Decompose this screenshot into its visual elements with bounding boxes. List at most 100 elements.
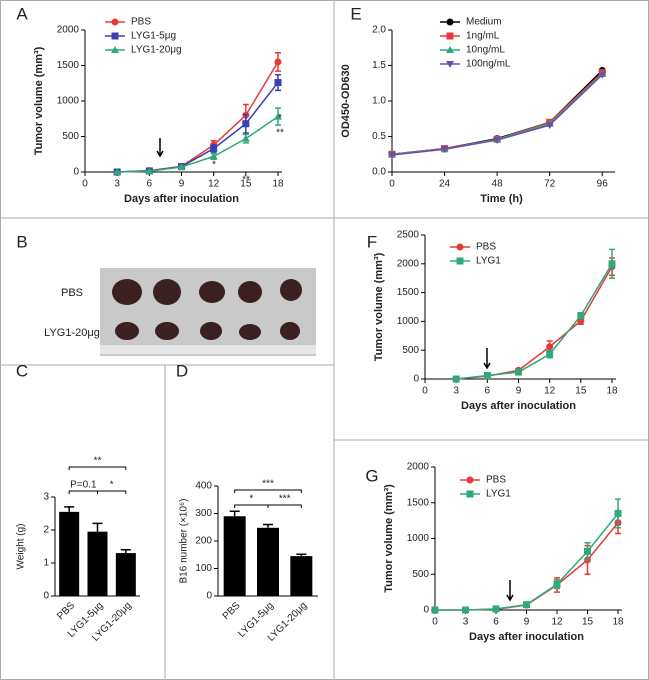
x-tick-label: 3: [463, 617, 469, 628]
legend-label: LYG1: [476, 256, 501, 267]
y-tick-label: 1500: [407, 497, 430, 508]
x-axis-label: Days after inoculation: [469, 631, 584, 643]
y-tick-label: 2: [43, 525, 49, 536]
bar: [290, 556, 313, 596]
panel-letter: E: [350, 4, 361, 23]
y-tick-label: 1: [43, 558, 49, 569]
marker: [431, 606, 439, 614]
marker: [515, 368, 522, 376]
photo: [100, 268, 316, 356]
annotation: *: [278, 113, 282, 124]
legend-label: Medium: [466, 17, 502, 28]
y-axis-label: Tumor volume (mm³): [33, 46, 45, 155]
marker: [523, 601, 530, 609]
marker: [446, 46, 454, 53]
series-line: [435, 513, 619, 611]
arrow: [483, 348, 491, 370]
marker: [274, 112, 282, 120]
y-tick-label: 1.5: [372, 60, 386, 71]
x-tick-label: 9: [179, 179, 185, 190]
y-tick-label: 3: [43, 492, 49, 503]
x-tick-label: 0: [432, 617, 438, 628]
y-tick-label: 500: [62, 131, 79, 142]
y-axis-label: Weight (g): [16, 524, 27, 570]
y-tick-label: 0: [423, 605, 429, 616]
legend-label: PBS: [486, 475, 506, 486]
x-tick-label: PBS: [221, 600, 243, 622]
marker: [111, 32, 119, 40]
marker: [446, 18, 454, 26]
y-tick-label: 200: [195, 536, 212, 547]
y-tick-label: 0: [206, 591, 212, 602]
panel-letter: A: [16, 4, 28, 23]
bracket: [267, 504, 302, 508]
y-tick-label: 500: [402, 345, 419, 356]
error-bar: [296, 553, 307, 557]
bar: [115, 553, 136, 596]
x-axis-label: Time (h): [480, 193, 523, 205]
y-tick-label: 1500: [397, 287, 420, 298]
marker: [466, 476, 474, 484]
error-bar: [229, 510, 240, 517]
annotation: ***: [262, 479, 274, 490]
marker: [440, 146, 449, 154]
x-tick-label: 3: [114, 179, 120, 190]
y-tick-label: 0: [413, 374, 419, 385]
y-axis-label: B16 number (×10⁶): [179, 499, 190, 584]
annotation: **: [94, 456, 102, 467]
y-tick-label: 2.0: [372, 25, 386, 36]
marker: [553, 580, 561, 588]
annotation: *: [212, 160, 216, 171]
arrow: [506, 580, 514, 602]
marker: [111, 46, 119, 53]
x-tick-label: 6: [485, 386, 491, 397]
y-tick-label: 1.0: [372, 96, 386, 107]
y-tick-label: 1000: [407, 533, 430, 544]
legend-label: 10ng/mL: [466, 45, 505, 56]
x-tick-label: 6: [493, 617, 499, 628]
marker: [111, 18, 119, 26]
annotation: *: [110, 480, 114, 491]
marker: [466, 490, 474, 498]
y-axis-label: OD450-OD630: [340, 64, 352, 137]
x-tick-label: 48: [492, 179, 504, 190]
marker: [493, 137, 502, 145]
bar: [223, 516, 246, 596]
marker: [545, 122, 554, 130]
x-tick-label: PBS: [55, 600, 77, 622]
y-tick-label: 500: [412, 569, 429, 580]
marker: [388, 151, 396, 159]
bracket: [97, 490, 127, 494]
marker: [446, 61, 454, 68]
y-tick-label: 2000: [397, 258, 420, 269]
y-tick-label: 2000: [407, 462, 430, 473]
error-bar: [120, 549, 131, 554]
x-tick-label: 3: [453, 386, 459, 397]
marker: [462, 606, 469, 614]
row-label: LYG1-20μg: [44, 327, 100, 339]
panel-letter: B: [16, 232, 27, 251]
series-line: [117, 82, 279, 173]
y-tick-label: 0.0: [372, 167, 386, 178]
error-bar: [64, 506, 75, 512]
marker: [145, 167, 154, 175]
series-line: [456, 263, 613, 380]
marker: [452, 375, 460, 383]
y-tick-label: 0.5: [372, 131, 386, 142]
y-axis-label: Tumor volume (mm³): [383, 484, 395, 593]
y-tick-label: 100: [195, 563, 212, 574]
x-tick-label: 15: [575, 386, 587, 397]
x-tick-label: 96: [597, 179, 609, 190]
bracket: [234, 504, 269, 508]
bar: [59, 511, 80, 596]
x-tick-label: 0: [422, 386, 428, 397]
marker: [584, 547, 591, 555]
marker: [242, 120, 250, 128]
legend-label: LYG1-20μg: [131, 45, 182, 56]
marker: [446, 32, 454, 40]
error-bar: [92, 522, 103, 532]
marker: [577, 312, 585, 320]
marker: [456, 257, 464, 265]
x-tick-label: 9: [524, 617, 530, 628]
